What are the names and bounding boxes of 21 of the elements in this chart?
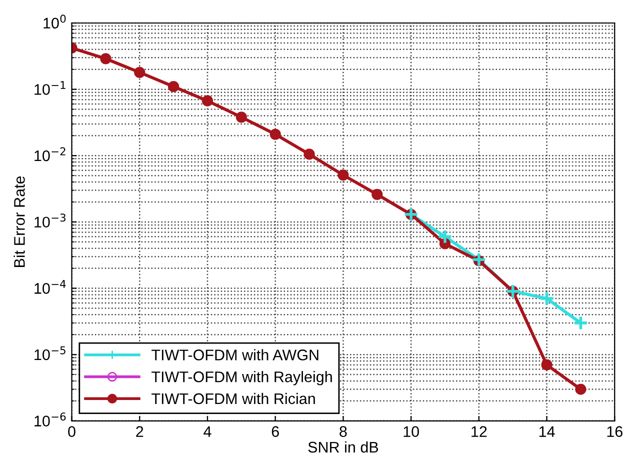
y-tick-label: 10$^{−4}$	[34, 280, 66, 294]
legend-label: TIWT-OFDM with AWGN	[152, 349, 318, 360]
x-tick-label: 4	[204, 426, 212, 437]
x-tick-label: 6	[272, 426, 279, 437]
y-axis-title: Bit Error Rate	[14, 176, 25, 267]
y-tick-label: 10$^{−2}$	[34, 147, 66, 162]
x-tick-label: 10	[404, 426, 419, 437]
legend-label: TIWT-OFDM with Rician	[152, 392, 315, 404]
y-tick-label: 10$^{−6}$	[34, 412, 66, 426]
legend-label: TIWT-OFDM with Rayleigh	[152, 371, 332, 386]
y-tick-label: 10$^{0}$	[44, 14, 66, 29]
x-tick-label: 14	[539, 426, 555, 437]
y-tick-label: 10$^{−1}$	[34, 81, 66, 95]
x-tick-label: 8	[340, 426, 347, 437]
x-tick-label: 16	[607, 426, 622, 437]
x-tick-label: 0	[68, 426, 76, 437]
x-tick-label: 2	[136, 426, 144, 437]
y-tick-label: 10$^{−5}$	[34, 346, 66, 360]
x-tick-label: 12	[472, 426, 487, 437]
x-axis-title: SNR in dB	[308, 441, 378, 453]
y-tick-label: 10$^{−3}$	[34, 214, 66, 228]
